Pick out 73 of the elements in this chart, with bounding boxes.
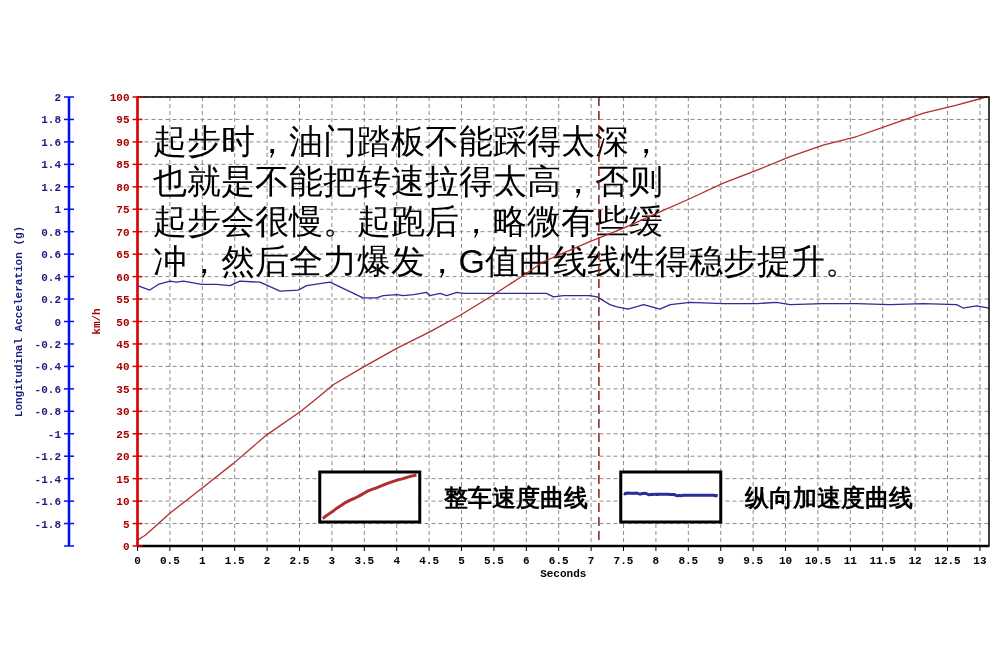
- y2-tick-label: 1: [54, 204, 62, 217]
- y2-tick-label: 1.8: [41, 114, 62, 127]
- y2-tick-label: -1: [47, 428, 62, 441]
- y-tick-label: 20: [116, 451, 130, 464]
- x-tick-label: 7.5: [613, 555, 634, 567]
- y-tick-label: 35: [116, 383, 130, 396]
- y-axis-title: km/h: [91, 308, 103, 335]
- x-tick-label: 8.5: [678, 555, 699, 567]
- y2-tick-label: 1.2: [41, 181, 61, 194]
- y-tick-label: 5: [122, 518, 130, 531]
- x-tick-label: 9: [717, 555, 725, 567]
- x-tick-label: 13: [973, 555, 987, 567]
- x-tick-label: 7: [587, 555, 595, 567]
- y2-tick-label: 0: [54, 316, 61, 329]
- y-tick-label: 80: [116, 181, 130, 194]
- y2-tick-label: -1.4: [34, 473, 62, 486]
- x-tick-label: 2: [263, 555, 271, 567]
- x-tick-label: 11: [843, 555, 858, 567]
- x-tick-label: 10.5: [804, 555, 832, 567]
- y-tick-label: 45: [116, 338, 130, 351]
- x-axis-title: Seconds: [540, 568, 587, 580]
- x-tick-label: 6.5: [548, 555, 570, 567]
- x-tick-label: 12.5: [934, 555, 962, 567]
- y2-tick-label: -0.6: [34, 383, 61, 396]
- x-tick-label: 8: [652, 555, 660, 567]
- x-tick-label: 0.5: [159, 555, 181, 567]
- y2-tick-label: 2: [54, 92, 61, 104]
- y2-tick-label: 0.6: [41, 249, 61, 262]
- legend-label: 整车速度曲线: [442, 484, 588, 511]
- y-tick-label: 60: [116, 271, 130, 284]
- x-tick-label: 11.5: [869, 555, 897, 567]
- x-tick-label: 5.5: [484, 555, 505, 567]
- y-tick-label: 65: [116, 249, 130, 262]
- x-tick-label: 0: [134, 555, 141, 567]
- y2-tick-label: -0.8: [34, 406, 62, 419]
- y2-tick-label: -0.2: [34, 338, 61, 351]
- y-tick-label: 70: [116, 226, 130, 239]
- y-tick-label: 55: [116, 294, 130, 307]
- x-tick-label: 10: [778, 555, 793, 567]
- y2-axis-title: Longitudinal Acceleration (g): [13, 225, 25, 418]
- y-tick-label: 100: [109, 92, 130, 104]
- x-tick-label: 12: [908, 555, 922, 567]
- y-tick-label: 30: [116, 406, 130, 419]
- x-tick-label: 5: [458, 555, 466, 567]
- y-tick-label: 15: [116, 473, 130, 486]
- y-tick-label: 75: [116, 204, 130, 217]
- x-tick-label: 3: [328, 555, 336, 567]
- x-tick-label: 4.5: [419, 555, 440, 567]
- y-tick-label: 95: [116, 114, 130, 127]
- y-tick-label: 50: [116, 316, 130, 329]
- y-tick-label: 40: [116, 361, 130, 374]
- x-tick-label: 9.5: [743, 555, 764, 567]
- y2-tick-label: -1.8: [34, 518, 62, 531]
- y-tick-label: 90: [116, 136, 130, 149]
- x-tick-label: 2.5: [289, 555, 310, 567]
- legend-label: 纵向加速度曲线: [743, 484, 913, 511]
- x-tick-label: 1.5: [224, 555, 245, 567]
- y2-tick-label: 1.4: [41, 159, 62, 172]
- y2-tick-label: 1.6: [41, 136, 61, 149]
- y2-tick-label: -1.6: [34, 496, 61, 509]
- y-tick-label: 10: [116, 496, 130, 509]
- y2-tick-label: 0.2: [41, 294, 61, 307]
- y-tick-label: 25: [116, 428, 130, 441]
- x-tick-label: 6: [523, 555, 530, 567]
- y2-tick-label: -1.2: [34, 451, 61, 464]
- y2-tick-label: 0.8: [41, 226, 62, 239]
- x-tick-label: 1: [199, 555, 206, 567]
- y-tick-label: 85: [116, 159, 130, 172]
- x-tick-label: 3.5: [354, 555, 375, 567]
- y2-tick-label: 0.4: [41, 271, 62, 284]
- y2-tick-label: -0.4: [34, 361, 62, 374]
- x-tick-label: 4: [393, 555, 401, 567]
- y-tick-label: 0: [122, 541, 130, 553]
